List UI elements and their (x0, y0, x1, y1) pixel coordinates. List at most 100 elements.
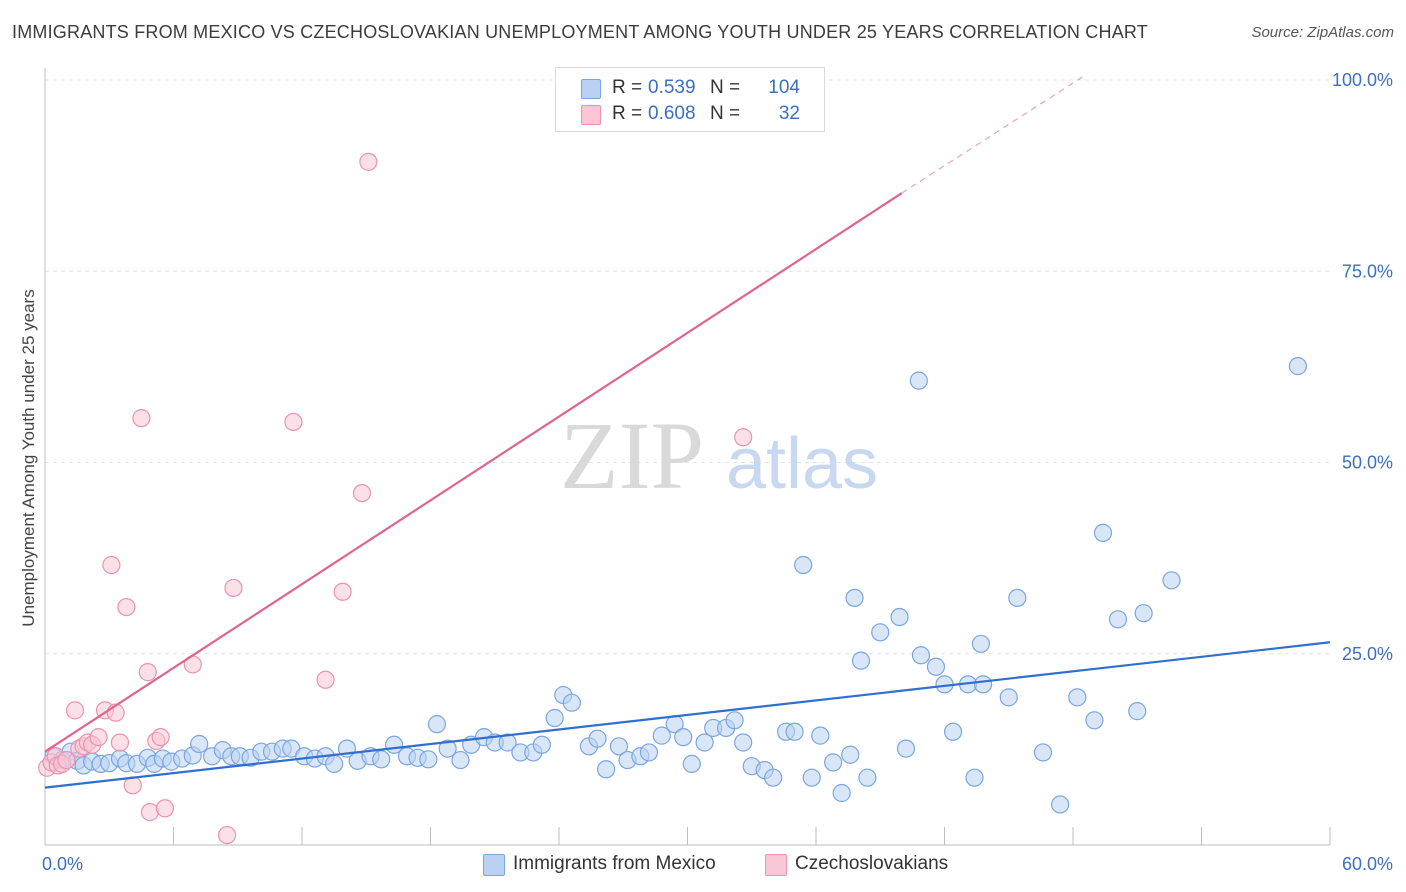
point-mexico (1108, 610, 1128, 629)
point-czech (151, 728, 170, 747)
point-mexico (911, 646, 931, 665)
point-mexico (451, 750, 470, 770)
legend-n-value: 32 (778, 103, 800, 124)
point-czech (65, 701, 85, 720)
tick-labels: 25.0% 50.0% 75.0% 100.0% 0.0% 60.0% (42, 70, 1393, 874)
legend-label-mexico: Immigrants from Mexico (513, 853, 716, 874)
grid-lines (45, 79, 1330, 655)
stats-legend: R = 0.539 N = 104 R = 0.608 N = 32 (555, 67, 825, 132)
point-czech (734, 428, 753, 447)
legend-r-label: R = (612, 77, 643, 98)
series-legend: Immigrants from Mexico Czechoslovakians (0, 853, 1406, 877)
point-mexico (498, 733, 517, 752)
point-mexico (1051, 795, 1070, 814)
data-points (38, 152, 1307, 845)
point-mexico (1068, 688, 1087, 707)
source-credit: Source: ZipAtlas.com (1251, 24, 1394, 41)
legend-row-czech: R = 0.608 N = 32 (556, 101, 824, 129)
point-czech (217, 825, 237, 845)
point-mexico (965, 768, 984, 787)
legend-n-label: N = (710, 77, 741, 98)
point-mexico (890, 607, 909, 627)
point-czech (132, 409, 151, 428)
point-mexico (438, 739, 457, 758)
x-tick-label: 0.0% (42, 854, 83, 874)
point-mexico (971, 634, 991, 653)
point-czech (89, 728, 108, 747)
point-mexico (419, 750, 438, 769)
point-mexico (695, 733, 714, 752)
point-mexico (824, 753, 843, 772)
point-mexico (545, 708, 564, 728)
point-mexico (943, 722, 963, 741)
point-mexico (858, 768, 877, 787)
point-mexico (1134, 604, 1153, 623)
point-mexico (652, 726, 671, 745)
legend-swatch-blue (581, 79, 601, 99)
point-mexico (896, 739, 916, 758)
point-czech (284, 412, 303, 432)
point-mexico (802, 768, 821, 787)
legend-swatch-pink (765, 854, 787, 876)
point-mexico (1033, 743, 1053, 762)
legend-swatch-pink (581, 105, 601, 125)
point-mexico (1128, 702, 1147, 721)
point-czech (155, 799, 175, 818)
y-axis-label: Unemployment Among Youth under 25 years (19, 289, 38, 626)
point-czech (333, 582, 352, 601)
point-mexico (674, 728, 693, 747)
y-tick-label: 25.0% (1342, 644, 1393, 664)
point-mexico (811, 726, 830, 745)
point-mexico (871, 623, 890, 642)
point-mexico (832, 783, 851, 803)
point-mexico (372, 750, 391, 769)
chart-title: IMMIGRANTS FROM MEXICO VS CZECHOSLOVAKIA… (12, 22, 1148, 42)
point-mexico (1162, 571, 1181, 590)
point-czech (316, 670, 335, 689)
legend-swatch-blue (483, 854, 505, 876)
point-mexico (841, 745, 860, 764)
point-mexico (562, 693, 581, 712)
y-tick-label: 50.0% (1342, 453, 1393, 473)
legend-r-value: 0.539 (648, 77, 696, 98)
point-mexico (532, 735, 551, 754)
legend-n-label: N = (710, 103, 741, 124)
point-mexico (764, 768, 783, 787)
point-czech (110, 733, 130, 752)
point-mexico (926, 657, 946, 676)
point-mexico (597, 760, 616, 779)
point-mexico (1085, 711, 1104, 730)
point-mexico (909, 371, 928, 390)
point-czech (102, 555, 121, 575)
legend-label-czech: Czechoslovakians (795, 853, 949, 874)
x-tick-label: 60.0% (1342, 854, 1393, 874)
axes (44, 68, 1331, 846)
point-mexico (794, 555, 813, 575)
point-mexico (785, 722, 804, 741)
watermark: ZIP atlas (560, 402, 878, 509)
point-mexico (1008, 588, 1027, 608)
legend-r-value: 0.608 (648, 103, 696, 124)
legend-row-mexico: R = 0.539 N = 104 (556, 75, 824, 103)
point-mexico (999, 688, 1018, 707)
point-czech (117, 597, 136, 617)
point-mexico (639, 743, 659, 762)
trend-line-czech-extension (901, 75, 1085, 194)
point-mexico (588, 729, 607, 748)
point-mexico (734, 733, 753, 752)
trend-lines (44, 75, 1331, 789)
point-czech (140, 803, 160, 822)
point-mexico (682, 754, 701, 774)
point-mexico (190, 734, 209, 754)
point-czech (138, 663, 157, 682)
y-tick-label: 75.0% (1342, 261, 1393, 281)
point-czech (359, 152, 378, 171)
watermark-zip: ZIP (560, 402, 704, 509)
legend-n-value: 104 (768, 77, 800, 98)
point-czech (57, 750, 76, 770)
point-mexico (1093, 523, 1113, 542)
point-mexico (973, 675, 993, 694)
point-mexico (725, 711, 744, 730)
point-mexico (851, 651, 871, 670)
